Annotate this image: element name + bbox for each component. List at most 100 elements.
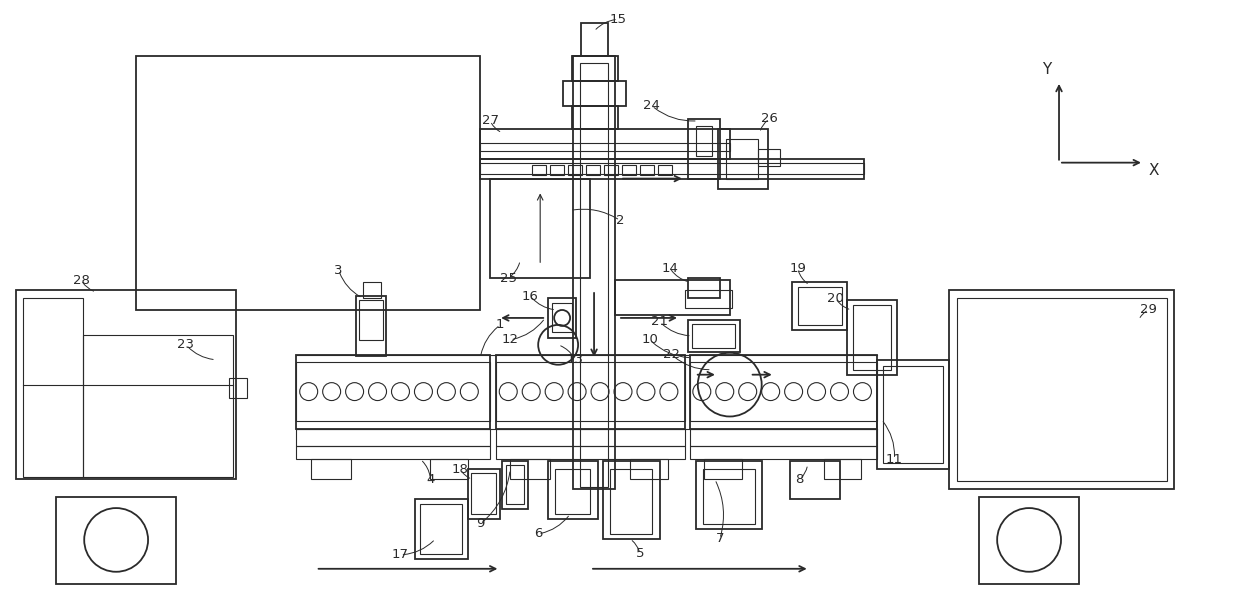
Text: 10: 10 <box>641 333 658 347</box>
Bar <box>83 335 233 477</box>
Bar <box>640 164 653 175</box>
Text: 27: 27 <box>482 114 498 127</box>
Text: X: X <box>1148 163 1159 178</box>
Bar <box>548 298 577 338</box>
Text: 12: 12 <box>502 333 518 347</box>
Bar <box>469 470 500 519</box>
Bar <box>480 163 864 174</box>
Text: 28: 28 <box>73 273 89 287</box>
Bar <box>556 470 590 514</box>
Text: 23: 23 <box>177 339 195 351</box>
Text: 18: 18 <box>451 463 469 476</box>
Bar <box>552 303 572 332</box>
Bar <box>295 429 490 446</box>
Bar <box>496 429 684 446</box>
Bar <box>358 300 382 340</box>
Bar <box>480 159 864 178</box>
Text: 22: 22 <box>663 348 681 361</box>
Bar <box>610 470 652 534</box>
Bar <box>603 461 660 539</box>
Text: 26: 26 <box>761 112 779 125</box>
Bar <box>356 296 386 356</box>
Bar <box>847 300 898 375</box>
Bar <box>471 473 496 514</box>
Bar <box>718 129 768 189</box>
Text: 11: 11 <box>885 452 903 466</box>
Bar <box>689 446 878 459</box>
Bar <box>551 164 564 175</box>
Text: 20: 20 <box>827 292 844 304</box>
Bar <box>480 143 730 150</box>
Bar <box>622 164 636 175</box>
Text: 1: 1 <box>496 319 505 331</box>
Bar <box>548 461 598 519</box>
Bar <box>496 355 684 429</box>
Text: 24: 24 <box>644 99 661 113</box>
Bar <box>791 282 847 330</box>
Bar <box>582 23 608 56</box>
Bar <box>496 362 684 421</box>
Bar <box>580 63 608 487</box>
Bar <box>615 280 730 315</box>
Bar <box>790 461 839 499</box>
Bar <box>295 355 490 429</box>
Bar <box>502 461 528 509</box>
Bar <box>136 56 480 310</box>
Bar <box>572 56 618 81</box>
Bar <box>572 106 618 129</box>
Bar <box>229 378 247 398</box>
Text: 29: 29 <box>1141 303 1157 317</box>
Bar <box>506 465 525 504</box>
Bar <box>568 164 582 175</box>
Text: 17: 17 <box>392 548 409 561</box>
Text: 9: 9 <box>476 518 485 530</box>
Bar <box>758 149 780 166</box>
Bar <box>704 459 742 479</box>
Bar <box>689 429 878 446</box>
Bar <box>689 355 878 429</box>
Bar <box>24 298 83 477</box>
Text: 21: 21 <box>651 315 668 328</box>
Bar <box>980 497 1079 583</box>
Bar <box>823 459 862 479</box>
Bar <box>692 324 735 348</box>
Bar <box>725 139 758 178</box>
Text: 7: 7 <box>715 532 724 546</box>
Bar <box>295 362 490 421</box>
Text: 3: 3 <box>335 264 343 276</box>
Text: 19: 19 <box>789 262 806 275</box>
Bar <box>658 164 672 175</box>
Text: 4: 4 <box>427 473 434 486</box>
Bar <box>684 290 732 308</box>
Bar <box>688 278 719 298</box>
Bar <box>490 178 590 278</box>
Bar <box>496 446 684 459</box>
Text: 14: 14 <box>661 262 678 275</box>
Text: 15: 15 <box>610 13 626 26</box>
Bar <box>604 164 618 175</box>
Bar <box>688 119 719 178</box>
Bar <box>480 129 730 159</box>
Bar <box>563 81 626 106</box>
Bar <box>532 164 546 175</box>
Bar <box>957 298 1167 481</box>
Text: 13: 13 <box>567 353 584 366</box>
Bar <box>56 497 176 583</box>
Bar <box>573 56 615 489</box>
Bar <box>295 446 490 459</box>
Text: 2: 2 <box>616 214 624 227</box>
Bar <box>696 461 761 529</box>
Bar <box>415 499 469 559</box>
Bar <box>703 470 755 524</box>
Text: Y: Y <box>1043 62 1052 77</box>
Bar <box>630 459 668 479</box>
Bar <box>362 282 381 298</box>
Bar <box>688 320 740 352</box>
Bar <box>689 362 878 421</box>
Bar <box>16 290 236 479</box>
Bar <box>696 126 712 156</box>
Text: 6: 6 <box>534 527 542 540</box>
Bar <box>878 360 950 470</box>
Bar <box>853 305 892 370</box>
Bar <box>883 366 944 463</box>
